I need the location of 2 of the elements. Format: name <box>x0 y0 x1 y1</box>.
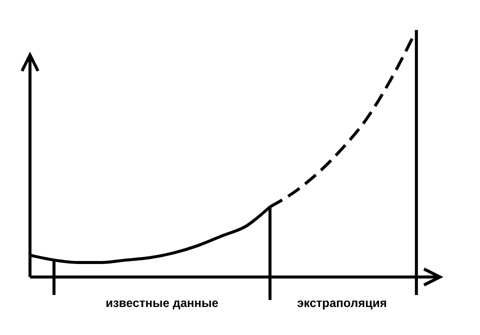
text: известные данные <box>106 296 219 310</box>
text: экстраполяция <box>297 296 387 310</box>
